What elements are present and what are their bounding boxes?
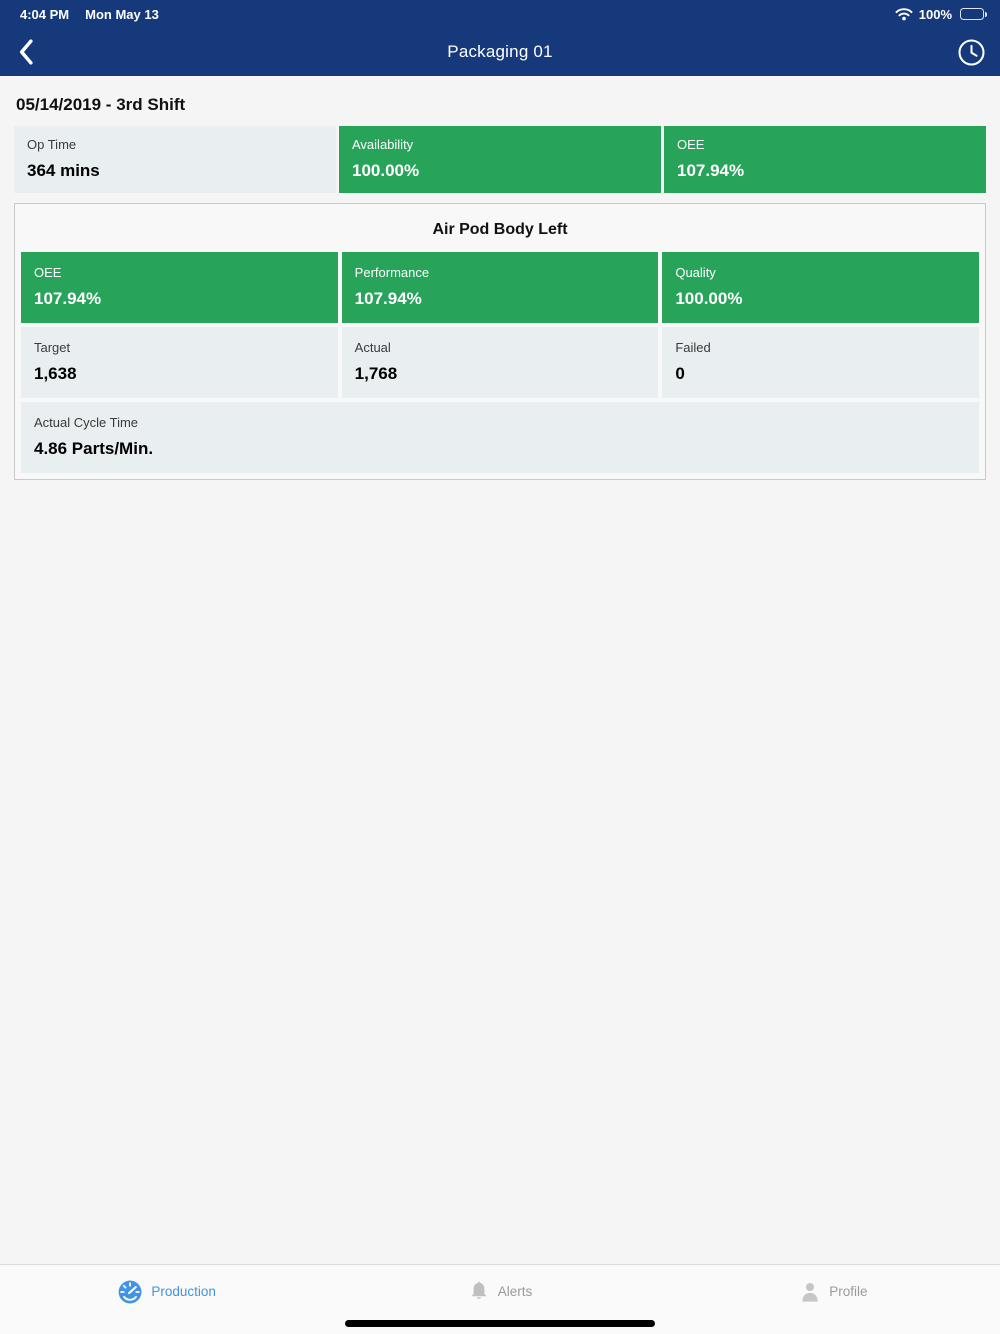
card-label: Actual: [354, 340, 391, 355]
performance-card: Performance 107.94%: [341, 252, 659, 323]
actual-card: Actual 1,768: [341, 327, 659, 398]
card-label: OEE: [34, 265, 62, 280]
tab-profile[interactable]: Profile: [667, 1265, 1000, 1334]
card-label: Failed: [675, 340, 711, 355]
panel-oee-card: OEE 107.94%: [21, 252, 338, 323]
shift-header: 05/14/2019 - 3rd Shift: [16, 95, 186, 114]
tab-label: Profile: [829, 1284, 868, 1299]
gauge-icon: [117, 1279, 143, 1305]
tab-alerts[interactable]: Alerts: [333, 1265, 666, 1334]
machine-panel: Air Pod Body Left OEE 107.94% Performanc…: [14, 203, 986, 480]
card-value: 100.00%: [675, 289, 743, 308]
wifi-icon: [895, 7, 913, 21]
count-cards-row: Target 1,638 Actual 1,768 Failed 0: [21, 327, 980, 398]
card-label: Quality: [675, 265, 716, 280]
quality-card: Quality 100.00%: [662, 252, 980, 323]
machine-panel-title: Air Pod Body Left: [432, 221, 568, 238]
tab-label: Production: [151, 1284, 216, 1299]
metric-cards-row: OEE 107.94% Performance 107.94% Quality …: [21, 252, 980, 323]
status-bar: 4:04 PM Mon May 13 100%: [0, 0, 1000, 28]
home-indicator[interactable]: [345, 1320, 655, 1327]
card-value: 100.00%: [352, 161, 420, 180]
actual-cycle-time-card: Actual Cycle Time 4.86 Parts/Min.: [21, 402, 979, 473]
failed-card: Failed 0: [662, 327, 980, 398]
availability-card: Availability 100.00%: [339, 126, 661, 193]
bell-icon: [468, 1280, 490, 1304]
card-label: Performance: [354, 265, 430, 280]
target-card: Target 1,638: [21, 327, 338, 398]
battery-percent: 100%: [918, 6, 952, 22]
card-value: 107.94%: [34, 289, 102, 308]
tab-bar: Production Alerts Profile: [0, 1264, 1000, 1334]
cycle-card-row: Actual Cycle Time 4.86 Parts/Min.: [21, 402, 979, 473]
tab-production[interactable]: Production: [0, 1265, 333, 1334]
chevron-left-icon: [18, 39, 34, 65]
card-value: 107.94%: [677, 161, 745, 180]
oee-card: OEE 107.94%: [664, 126, 986, 193]
card-label: Op Time: [27, 137, 77, 152]
nav-bar: Packaging 01: [0, 28, 1000, 76]
clock-icon: [957, 38, 986, 67]
profile-icon: [799, 1280, 821, 1304]
card-value: 4.86 Parts/Min.: [34, 439, 154, 458]
back-button[interactable]: [18, 39, 34, 65]
summary-cards-row: Op Time 364 mins Availability 100.00% OE…: [14, 126, 986, 193]
card-value: 1,768: [354, 364, 398, 383]
card-label: Actual Cycle Time: [34, 415, 139, 430]
card-value: 364 mins: [27, 161, 100, 180]
main-content: 05/14/2019 - 3rd Shift Op Time 364 mins …: [0, 76, 1000, 480]
page-title: Packaging 01: [447, 42, 553, 61]
tab-label: Alerts: [497, 1284, 533, 1299]
card-value: 0: [675, 364, 685, 383]
battery-icon: [960, 8, 987, 20]
status-time: 4:04 PM: [20, 6, 70, 22]
card-label: Target: [34, 340, 71, 355]
card-value: 1,638: [34, 364, 77, 383]
history-button[interactable]: [957, 38, 986, 67]
card-label: OEE: [677, 137, 705, 152]
card-label: Availability: [352, 137, 414, 152]
card-value: 107.94%: [354, 289, 422, 308]
status-date: Mon May 13: [85, 6, 159, 22]
op-time-card: Op Time 364 mins: [14, 126, 336, 193]
